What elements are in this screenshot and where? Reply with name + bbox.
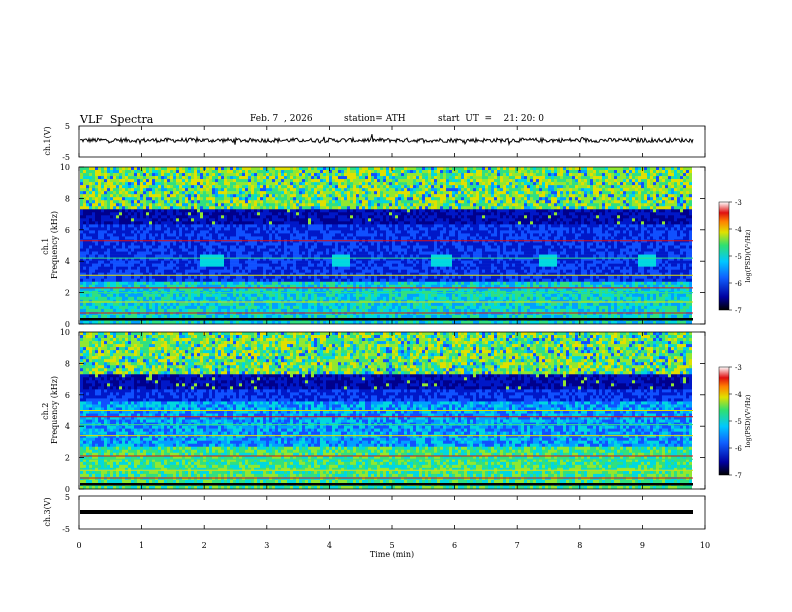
colorbar-tick-label: -5 <box>735 418 742 426</box>
colorbar-tick-label: -5 <box>735 253 742 261</box>
spec1-ytick-label: 8 <box>65 194 70 203</box>
ch1-ytick-top: 5 <box>65 122 70 131</box>
colorbar-tick-label: -7 <box>735 307 742 315</box>
ch2-spec-ylabel-line2: Frequency (kHz) <box>50 376 59 444</box>
x-tick-label: 0 <box>76 541 81 550</box>
time-axis-labels: 0 1 2 3 4 5 6 7 8 9 10 <box>76 541 710 550</box>
spec1-ytick-label: 2 <box>65 289 70 298</box>
x-tick-label: 7 <box>515 541 520 550</box>
spec2-ytick-label: 4 <box>65 422 70 431</box>
time-axis-label: Time (min) <box>370 550 414 559</box>
x-tick-label: 6 <box>452 541 457 550</box>
ch1-ylabel: ch.1(V) <box>43 126 52 155</box>
x-tick-label: 2 <box>202 541 207 550</box>
x-tick-label: 8 <box>577 541 582 550</box>
colorbar-tick-label: -4 <box>735 226 742 234</box>
spec2-ytick-label: 6 <box>65 391 70 400</box>
ch1-waveform-panel: 5 -5 ch.1(V) <box>43 122 705 162</box>
colorbar-tick-label: -6 <box>735 445 742 453</box>
ch2-spectrogram-image <box>80 332 705 489</box>
x-tick-label: 10 <box>700 541 710 550</box>
spec2-ytick-label: 10 <box>60 328 70 337</box>
colorbar-tick-label: -3 <box>735 199 742 207</box>
ch2-colorbar: -3 -4 -5 -6 -7 log(PSD)(V²/Hz) <box>719 364 752 480</box>
ch2-spec-ylabel-line1: ch.2 <box>41 403 50 420</box>
colorbar-label: log(PSD)(V²/Hz) <box>744 229 752 282</box>
ch2-spec-ylabel: ch.2 Frequency (kHz) <box>41 376 59 444</box>
spec1-ytick-label: 6 <box>65 226 70 235</box>
spec2-ytick-label: 8 <box>65 359 70 368</box>
ch1-colorbar: -3 -4 -5 -6 -7 log(PSD)(V²/Hz) <box>719 199 752 315</box>
colorbar-tick-label: -3 <box>735 364 742 372</box>
colorbar-tick-label: -6 <box>735 280 742 288</box>
spec1-ytick-label: 10 <box>60 163 70 172</box>
spec2-ytick-label: 2 <box>65 454 70 463</box>
ch1-spectrogram-image <box>80 167 705 324</box>
ch1-ytick-bottom: -5 <box>62 153 70 162</box>
ch3-waveform-panel: 5 -5 ch.3(V) <box>43 493 705 534</box>
colorbar-tick-label: -7 <box>735 472 742 480</box>
ch3-ytick-bottom: -5 <box>62 525 70 534</box>
colorbar-label: log(PSD)(V²/Hz) <box>744 394 752 447</box>
x-tick-label: 9 <box>640 541 645 550</box>
colorbar-tick-label: -4 <box>735 391 742 399</box>
ch3-ytick-top: 5 <box>65 493 70 502</box>
x-tick-label: 4 <box>327 541 332 550</box>
ch1-spec-ylabel-line1: ch.1 <box>41 238 50 255</box>
ch1-spec-ylabel: ch.1 Frequency (kHz) <box>41 211 59 279</box>
spec1-ytick-label: 4 <box>65 257 70 266</box>
ch1-spec-ylabel-line2: Frequency (kHz) <box>50 211 59 279</box>
x-tick-label: 5 <box>389 541 394 550</box>
x-tick-label: 3 <box>264 541 269 550</box>
ch3-ylabel: ch.3(V) <box>43 497 52 526</box>
x-tick-label: 1 <box>139 541 144 550</box>
